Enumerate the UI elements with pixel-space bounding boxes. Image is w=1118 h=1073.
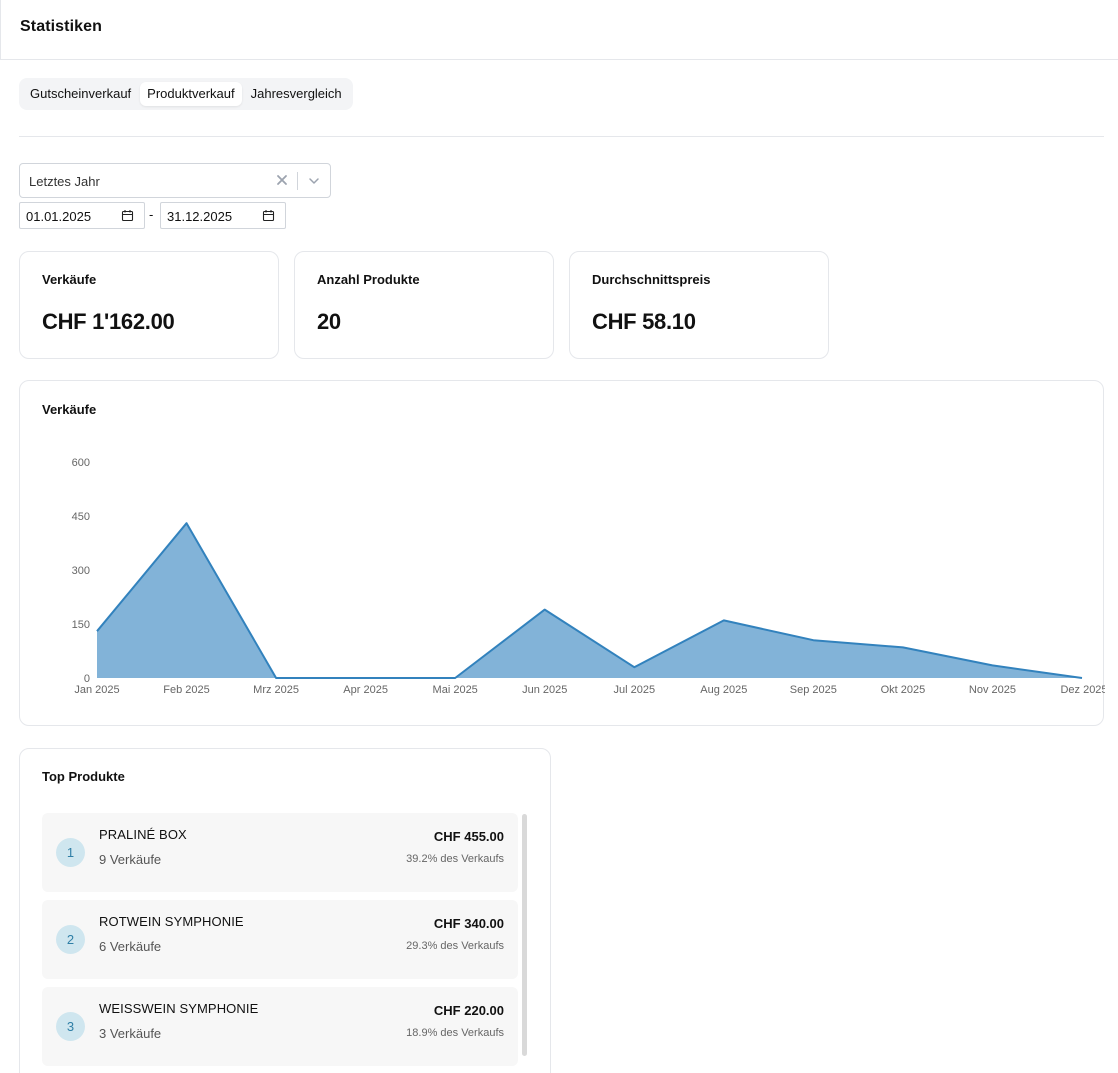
x-tick-label: Mrz 2025 — [253, 684, 299, 696]
sales-chart-card: Verkäufe 0 150 300 450 600 Jan 2025 Feb 2025 Mr… — [19, 380, 1105, 726]
product-amount: CHF 220.00 — [433, 1003, 504, 1018]
kpi-value: CHF 1'162.00 — [42, 309, 175, 334]
area-fill — [97, 523, 1082, 678]
date-separator: - — [149, 207, 154, 222]
top-products-title: Top Produkte — [42, 769, 125, 784]
kpi-card-sales: Verkäufe CHF 1'162.00 — [19, 251, 279, 359]
kpi-value: CHF 58.10 — [592, 309, 696, 334]
x-tick-label: Sep 2025 — [790, 684, 837, 696]
chevron-down-icon[interactable] — [306, 173, 322, 189]
tab-jahresvergleich[interactable]: Jahresvergleich — [250, 86, 342, 101]
x-tick-label: Jan 2025 — [74, 684, 119, 696]
x-tick-label: Mai 2025 — [433, 684, 478, 696]
x-tick-label: Jun 2025 — [522, 684, 567, 696]
product-list-item[interactable]: 3 WEISSWEIN SYMPHONIE 3 Verkäufe CHF 220… — [42, 987, 518, 1066]
rank-badge: 2 — [56, 925, 85, 954]
rank-badge: 1 — [56, 838, 85, 867]
x-tick-label: Feb 2025 — [163, 684, 209, 696]
x-tick-label: Dez 2025 — [1060, 684, 1105, 696]
product-sales-count: 6 Verkäufe — [99, 939, 162, 954]
product-name: ROTWEIN SYMPHONIE — [99, 914, 244, 929]
sales-area-chart: 0 150 300 450 600 Jan 2025 Feb 2025 Mrz 2025 Apr… — [72, 457, 1105, 696]
product-list-item[interactable]: 1 PRALINÉ BOX 9 Verkäufe CHF 455.00 39.2… — [42, 813, 518, 892]
product-share: 29.3% des Verkaufs — [406, 940, 504, 952]
tab-bar: Gutscheinverkauf Produktverkauf Jahresve… — [19, 78, 353, 110]
top-bar: Statistiken — [0, 0, 1118, 60]
calendar-icon[interactable] — [121, 209, 134, 222]
top-products-card: Top Produkte 1 PRALINÉ BOX 9 Verkäufe CH… — [19, 748, 551, 1073]
date-from-value: 01.01.2025 — [26, 209, 92, 224]
x-tick-label: Jul 2025 — [613, 684, 655, 696]
period-select-value: Letztes Jahr — [29, 174, 100, 189]
close-icon[interactable] — [274, 172, 290, 188]
date-to-value: 31.12.2025 — [167, 209, 233, 224]
list-scrollbar[interactable] — [522, 814, 527, 1056]
period-select[interactable]: Letztes Jahr — [19, 163, 331, 198]
product-share: 39.2% des Verkaufs — [406, 853, 504, 865]
x-tick-label: Nov 2025 — [969, 684, 1016, 696]
page-title: Statistiken — [20, 18, 103, 35]
x-tick-label: Okt 2025 — [881, 684, 926, 696]
product-sales-count: 3 Verkäufe — [99, 1026, 162, 1041]
product-list-item[interactable]: 2 ROTWEIN SYMPHONIE 6 Verkäufe CHF 340.0… — [42, 900, 518, 979]
section-divider — [19, 136, 1104, 137]
date-from-input[interactable]: 01.01.2025 — [19, 202, 145, 229]
product-amount: CHF 340.00 — [433, 916, 504, 931]
product-amount: CHF 455.00 — [433, 829, 504, 844]
calendar-icon[interactable] — [262, 209, 275, 222]
y-tick-label: 300 — [72, 565, 90, 577]
kpi-label: Anzahl Produkte — [317, 272, 420, 287]
kpi-card-average-price: Durchschnittspreis CHF 58.10 — [569, 251, 829, 359]
product-sales-count: 9 Verkäufe — [99, 852, 162, 867]
y-tick-label: 600 — [72, 457, 90, 469]
select-separator — [297, 172, 298, 190]
product-name: PRALINÉ BOX — [99, 827, 187, 842]
series-line — [96, 522, 1083, 679]
chart-title: Verkäufe — [42, 402, 97, 417]
y-tick-label: 150 — [72, 619, 90, 631]
product-name: WEISSWEIN SYMPHONIE — [99, 1001, 259, 1016]
y-tick-label: 0 — [84, 673, 90, 685]
kpi-label: Verkäufe — [42, 272, 97, 287]
tab-gutscheinverkauf[interactable]: Gutscheinverkauf — [30, 86, 132, 101]
kpi-label: Durchschnittspreis — [592, 272, 711, 287]
x-tick-label: Apr 2025 — [343, 684, 388, 696]
product-share: 18.9% des Verkaufs — [406, 1027, 504, 1039]
kpi-card-product-count: Anzahl Produkte 20 — [294, 251, 554, 359]
date-to-input[interactable]: 31.12.2025 — [160, 202, 286, 229]
kpi-value: 20 — [317, 309, 341, 334]
tab-produktverkauf[interactable]: Produktverkauf — [140, 82, 242, 106]
x-tick-label: Aug 2025 — [700, 684, 747, 696]
rank-badge: 3 — [56, 1012, 85, 1041]
y-tick-label: 450 — [72, 511, 90, 523]
